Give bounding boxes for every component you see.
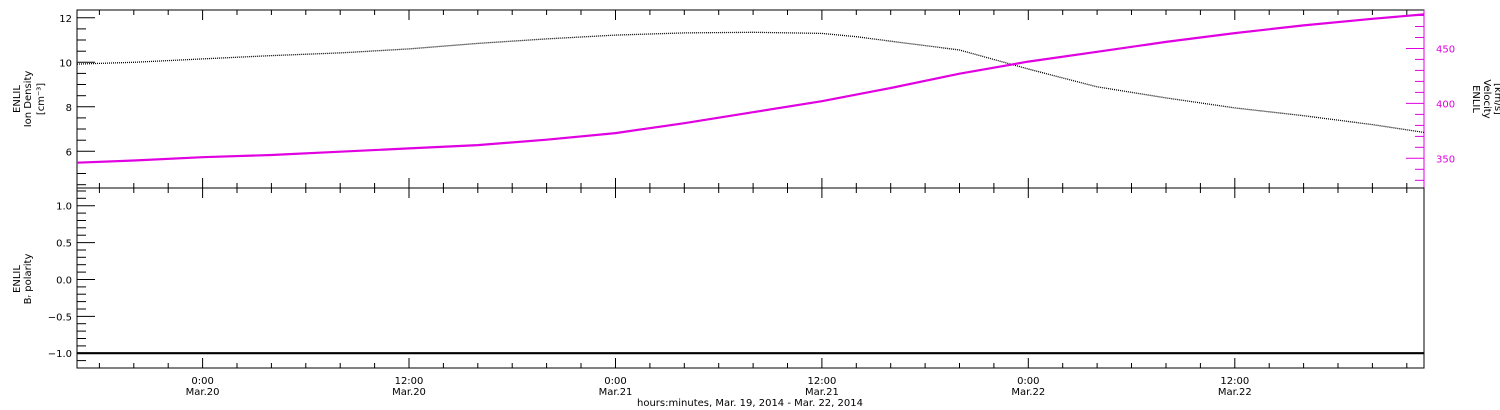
polarity-panel: −1.0 −0.5 0.0 0.5 1.0 ENLIL Bᵣ polarity bbox=[12, 187, 1425, 369]
bottom-x-ticks bbox=[98, 188, 1408, 368]
density-y-tick-label: 10 bbox=[59, 58, 72, 69]
velocity-series-line bbox=[76, 13, 1425, 164]
density-ylabel-line3: [cm⁻³] bbox=[36, 83, 47, 115]
density-y-ticks: 6 8 10 12 bbox=[59, 14, 95, 186]
x-tick-date-label: Mar.22 bbox=[1011, 387, 1045, 398]
x-tick-date-label: Mar.22 bbox=[1218, 387, 1252, 398]
polarity-y-tick-label: −0.5 bbox=[48, 312, 72, 323]
x-tick-time-label: 12:00 bbox=[807, 376, 836, 387]
polarity-y-ticks: −1.0 −0.5 0.0 0.5 1.0 bbox=[48, 190, 95, 362]
velocity-ylabel-line3: [km/s] bbox=[1492, 83, 1500, 115]
x-tick-time-label: 12:00 bbox=[1220, 376, 1249, 387]
x-tick-time-label: 0:00 bbox=[191, 376, 213, 387]
density-ylabel-line2: Ion Density bbox=[23, 71, 34, 128]
x-tick-time-label: 0:00 bbox=[1017, 376, 1039, 387]
x-tick-date-label: Mar.21 bbox=[599, 387, 633, 398]
x-tick-labels: 0:00Mar.2012:00Mar.200:00Mar.2112:00Mar.… bbox=[186, 376, 1252, 398]
top-x-ticks bbox=[98, 10, 1408, 188]
velocity-y-tick-label: 400 bbox=[1436, 99, 1455, 110]
x-tick-date-label: Mar.20 bbox=[186, 387, 220, 398]
density-y-tick-label: 8 bbox=[66, 103, 72, 114]
polarity-y-tick-label: 0.0 bbox=[56, 276, 72, 287]
x-tick-date-label: Mar.20 bbox=[392, 387, 426, 398]
polarity-ylabel-line2: Bᵣ polarity bbox=[23, 254, 34, 305]
polarity-y-tick-label: −1.0 bbox=[48, 349, 72, 360]
x-tick-date-label: Mar.21 bbox=[805, 387, 839, 398]
velocity-ylabel-line2: Velocity bbox=[1481, 79, 1492, 118]
polarity-ylabel-line1: ENLIL bbox=[12, 265, 23, 293]
density-y-tick-label: 6 bbox=[66, 147, 72, 158]
velocity-y-tick-label: 350 bbox=[1436, 154, 1455, 165]
velocity-ylabel-line1: ENLIL bbox=[1470, 85, 1481, 113]
polarity-y-tick-label: 0.5 bbox=[56, 239, 72, 250]
velocity-y-tick-label: 450 bbox=[1436, 45, 1455, 56]
bottom-panel-frame bbox=[76, 187, 1425, 369]
x-axis-label: hours:minutes, Mar. 19, 2014 - Mar. 22, … bbox=[637, 398, 863, 409]
velocity-y-ticks: 350 400 450 bbox=[1406, 15, 1455, 181]
x-tick-time-label: 0:00 bbox=[604, 376, 626, 387]
polarity-y-tick-label: 1.0 bbox=[56, 202, 72, 213]
x-tick-time-label: 12:00 bbox=[395, 376, 424, 387]
density-ylabel-line1: ENLIL bbox=[12, 85, 23, 113]
density-y-tick-label: 12 bbox=[59, 14, 72, 25]
